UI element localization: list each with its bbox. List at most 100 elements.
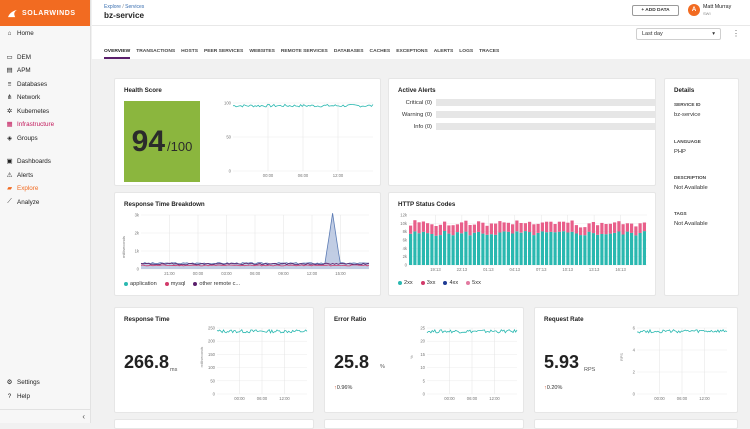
breadcrumb-explore[interactable]: Explore: [104, 4, 121, 10]
kubernetes-icon: ✲: [6, 107, 13, 115]
tab-alerts[interactable]: ALERTS: [433, 49, 454, 54]
folder-icon: ▰: [7, 185, 12, 193]
x-tick-label: 12:00: [489, 396, 500, 401]
main-nav: ⌂ Home ▭ DEM ▤ APM ≡ Databases ⋔ Network ✲ Kubernet…: [0, 27, 90, 209]
bar-5xx: [583, 227, 587, 236]
tab-hosts[interactable]: HOSTS: [181, 49, 198, 54]
sidebar-item-groups[interactable]: ◈ Groups: [0, 132, 90, 146]
bar-5xx: [613, 222, 617, 233]
tab-logs[interactable]: LOGS: [459, 49, 474, 54]
bar-2xx: [434, 235, 438, 265]
bar-5xx: [566, 222, 570, 233]
bar-2xx: [617, 231, 621, 265]
bar-5xx: [417, 222, 421, 234]
sidebar-item-apm[interactable]: ▤ APM: [0, 64, 90, 78]
detail-label: DESCRIPTION: [674, 175, 707, 180]
y-tick-label: 100: [224, 101, 232, 106]
legend-item[interactable]: 3xx: [420, 280, 435, 286]
tab-caches[interactable]: CACHES: [369, 49, 391, 54]
bar-2xx: [621, 234, 625, 265]
bar-2xx: [553, 232, 557, 265]
legend-item[interactable]: application: [124, 281, 157, 287]
breadcrumb-services[interactable]: Services: [125, 4, 145, 10]
bar-5xx: [485, 225, 489, 235]
time-range-select[interactable]: Last day ▾: [636, 28, 721, 40]
bar-5xx: [587, 223, 591, 232]
tab-transactions[interactable]: TRANSACTIONS: [136, 49, 176, 54]
x-tick-label: 01:13: [483, 267, 494, 272]
legend-item[interactable]: 4xx: [443, 280, 458, 286]
sidebar-item-kubernetes[interactable]: ✲ Kubernetes: [0, 105, 90, 119]
legend-swatch: [398, 281, 402, 285]
legend-item[interactable]: 5xx: [466, 280, 481, 286]
legend-item[interactable]: mysql: [164, 281, 185, 287]
sidebar-item-label: DEM: [17, 53, 31, 61]
add-data-button[interactable]: + ADD DATA: [632, 5, 679, 16]
collapse-sidebar-button[interactable]: ‹: [0, 409, 91, 423]
user-name[interactable]: Matt Murray: [703, 4, 732, 10]
bar-5xx: [557, 221, 561, 232]
sidebar-item-alerts[interactable]: ⚠ Alerts: [0, 169, 90, 183]
avatar[interactable]: A: [688, 4, 700, 16]
more-options-icon[interactable]: ⋮: [732, 29, 740, 38]
bar-5xx: [621, 224, 625, 235]
y-axis-label: RPS: [620, 353, 624, 361]
solarwinds-logo[interactable]: SOLARWINDS: [0, 0, 90, 26]
bar-2xx: [583, 235, 587, 265]
bar-5xx: [447, 225, 451, 234]
x-tick-label: 03:00: [221, 271, 232, 276]
bar-5xx: [498, 221, 502, 233]
x-tick-label: 22:13: [457, 267, 468, 272]
x-tick-label: 06:00: [257, 396, 268, 401]
kpi-series-line: [426, 328, 518, 334]
bar-5xx: [455, 224, 459, 233]
sidebar-item-dem[interactable]: ▭ DEM: [0, 51, 90, 65]
response-breakdown-chart: milliseconds 3k 2k 1k 0 21:00 00:00 03:00 06:00 0…: [121, 213, 370, 276]
sidebar-item-label: Explore: [17, 185, 39, 193]
kpi-delta-value: 0.20%: [546, 385, 563, 391]
bar-2xx: [455, 232, 459, 265]
x-tick-label: 13:13: [589, 267, 600, 272]
sidebar-item-home[interactable]: ⌂ Home: [0, 27, 90, 41]
tab-peer-services[interactable]: PEER SERVICES: [204, 49, 244, 54]
bar-5xx: [562, 221, 566, 232]
y-tick-label: 6: [633, 326, 636, 331]
y-tick-label: 25: [420, 326, 425, 331]
tab-traces[interactable]: TRACES: [479, 49, 500, 54]
tab-overview[interactable]: OVERVIEW: [104, 49, 131, 59]
bar-2xx: [536, 232, 540, 265]
sidebar-item-infrastructure[interactable]: ▦ Infrastructure: [0, 118, 90, 132]
card-title: Health Score: [124, 87, 162, 94]
y-tick-label: 20: [420, 339, 425, 344]
kpi-value: 5.93: [544, 352, 580, 372]
legend-item[interactable]: 2xx: [398, 280, 413, 286]
sidebar-item-dashboards[interactable]: ▣ Dashboards: [0, 155, 90, 169]
sidebar-item-analyze[interactable]: ⟋ Analyze: [0, 196, 90, 210]
user-org: SWI: [703, 11, 711, 16]
health-score-chart: 100 50 0 00:00 06:00 12:00: [224, 101, 374, 178]
sidebar-item-help[interactable]: ? Help: [0, 390, 40, 404]
sidebar-item-network[interactable]: ⋔ Network: [0, 91, 90, 105]
bar-2xx: [574, 233, 578, 265]
bar-5xx: [434, 226, 438, 236]
bar-2xx: [438, 235, 442, 265]
detail-label: LANGUAGE: [674, 139, 701, 144]
alert-row[interactable]: Critical (0): [395, 99, 656, 106]
y-tick-label: 50: [210, 378, 215, 383]
legend-item[interactable]: other remote c...: [193, 281, 240, 287]
tab-exceptions[interactable]: EXCEPTIONS: [396, 49, 428, 54]
sidebar-item-settings[interactable]: ⚙ Settings: [0, 376, 40, 390]
tab-websites[interactable]: WEBSITES: [249, 49, 275, 54]
alert-row[interactable]: Warning (0): [395, 111, 656, 118]
alert-row[interactable]: Info (0): [395, 123, 656, 130]
bar-5xx: [574, 225, 578, 234]
kpi-value: 25.8: [334, 352, 370, 372]
tab-remote-services[interactable]: REMOTE SERVICES: [280, 49, 328, 54]
tab-databases[interactable]: DATABASES: [333, 49, 364, 54]
sidebar-item-explore[interactable]: ▰ Explore: [0, 182, 90, 196]
health-score-card: Health Score 94 /100 100 50 0 00:00 06:00 12:…: [114, 78, 381, 186]
y-tick-label: 150: [208, 352, 216, 357]
bar-2xx: [566, 232, 570, 265]
bar-5xx: [472, 224, 476, 233]
sidebar-item-databases[interactable]: ≡ Databases: [0, 78, 90, 92]
